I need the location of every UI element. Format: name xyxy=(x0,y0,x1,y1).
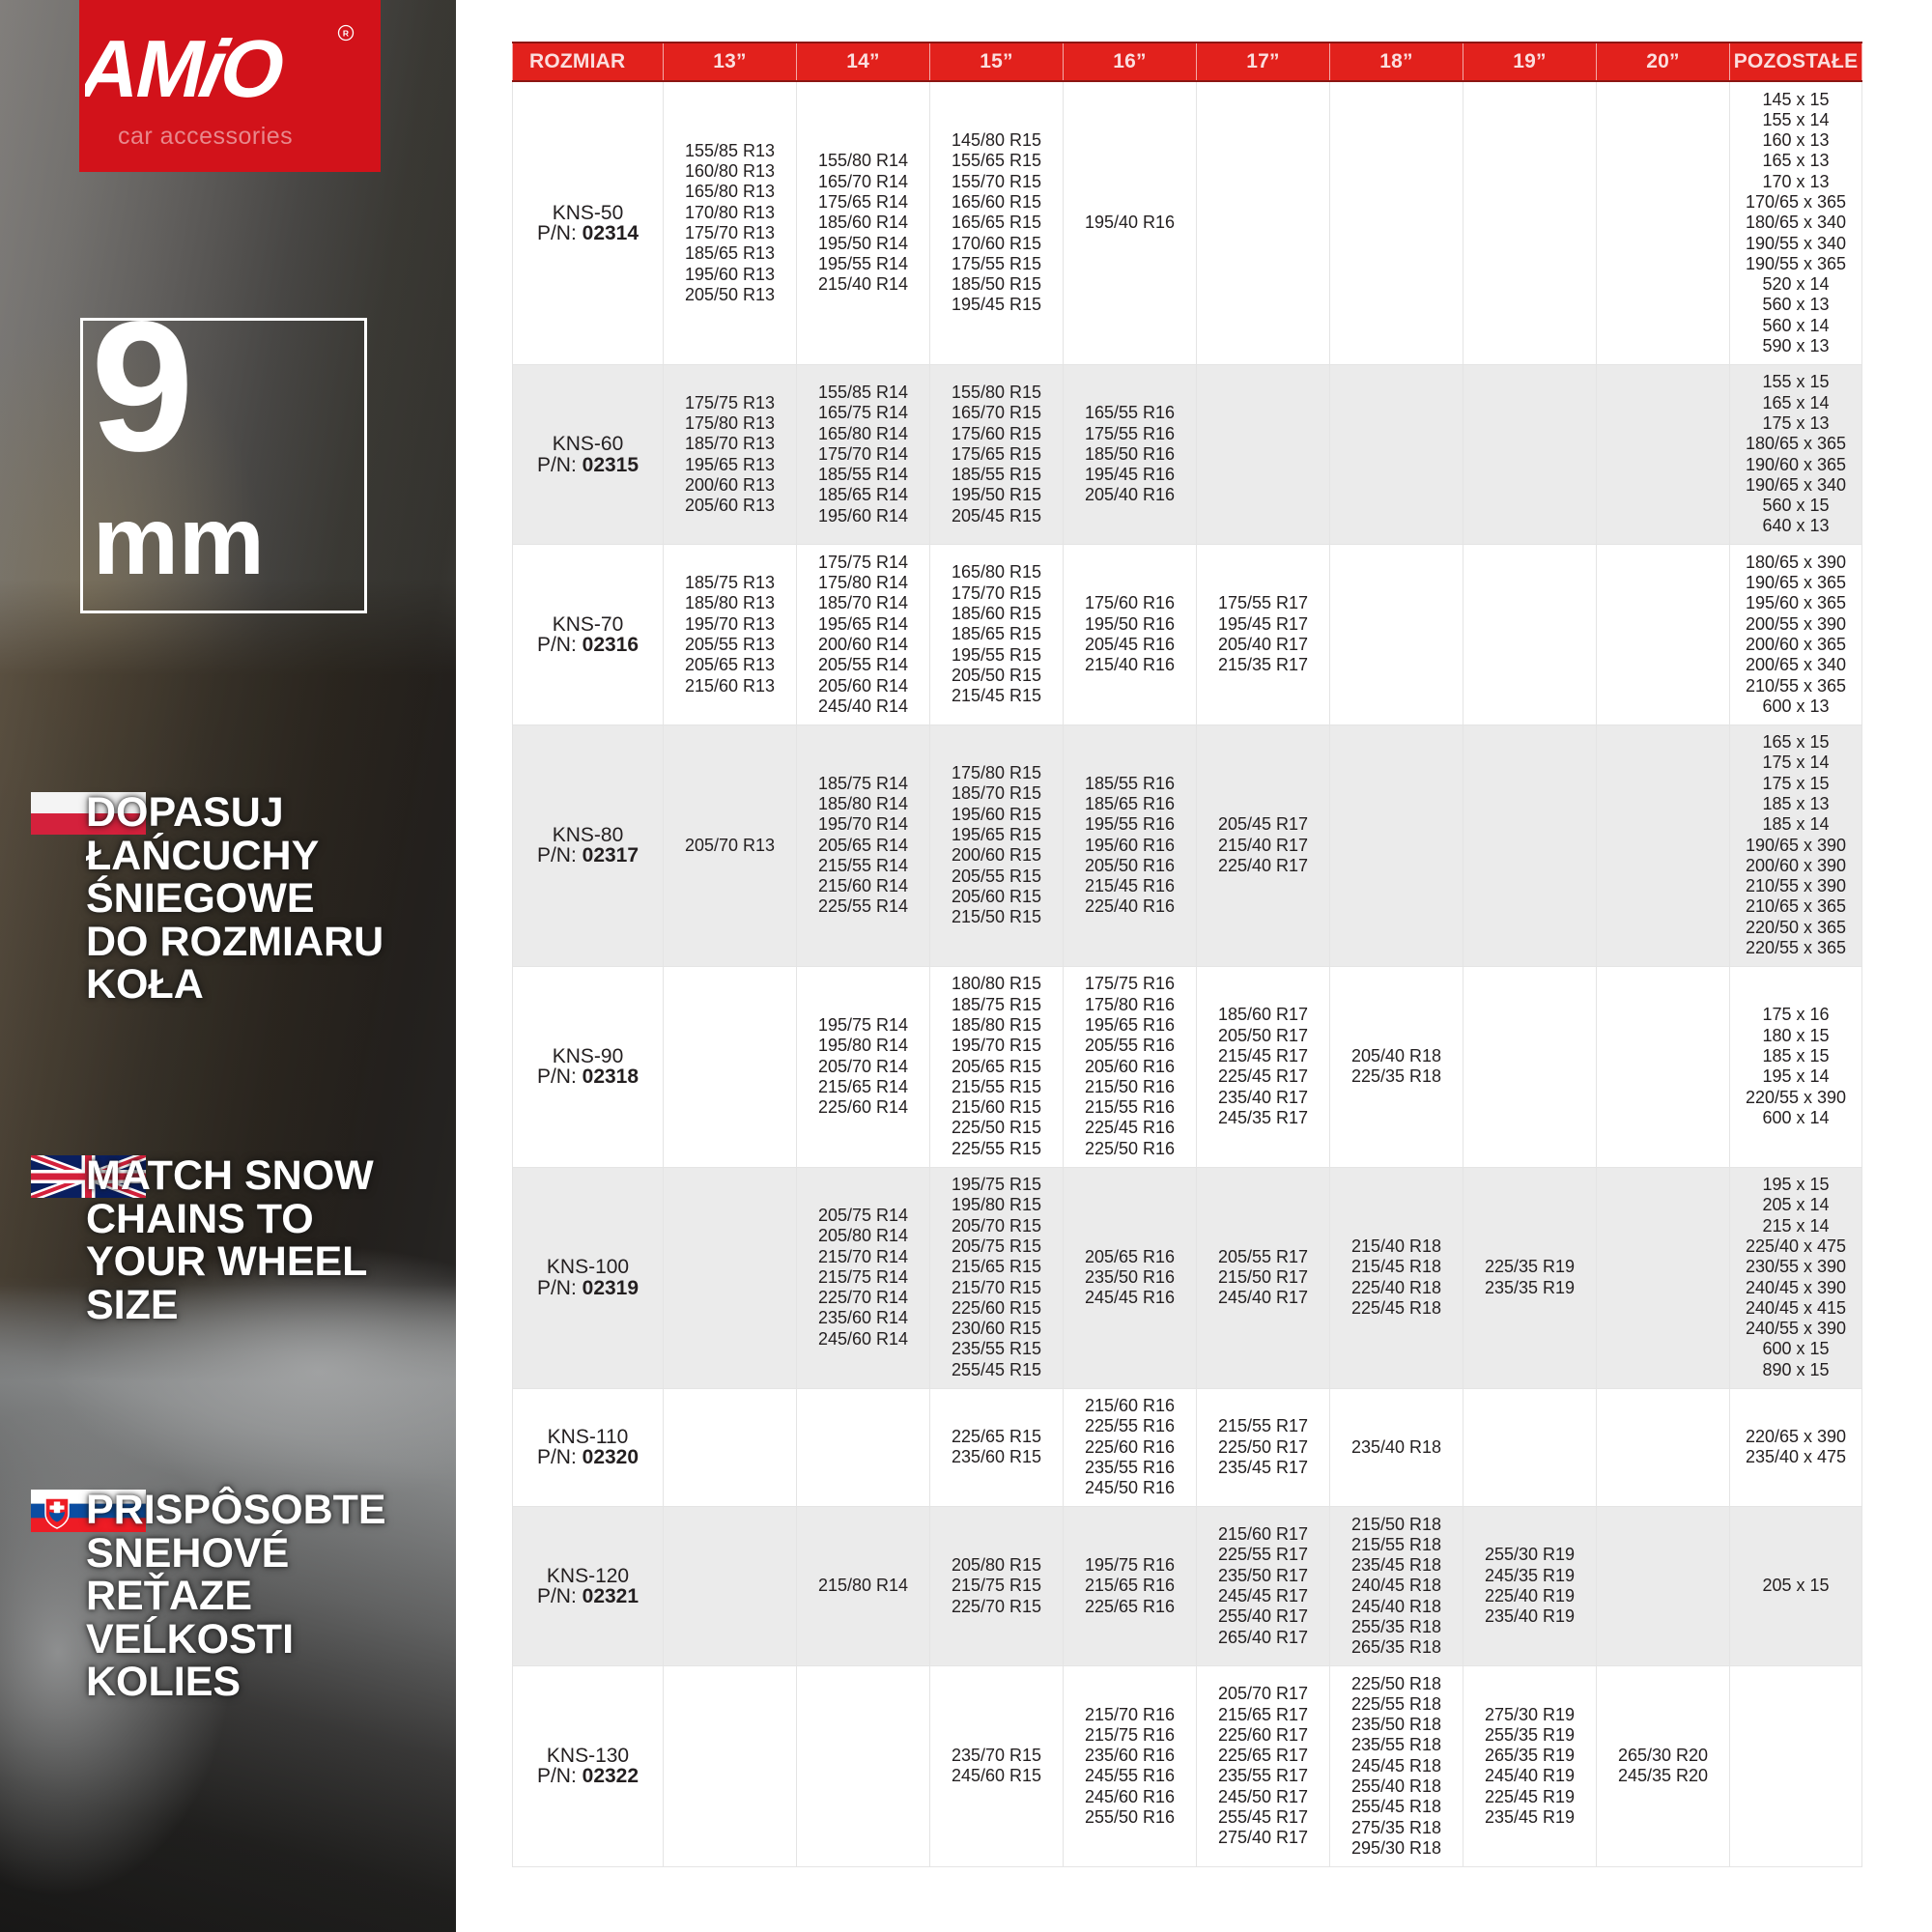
svg-text:AMiO: AMiO xyxy=(85,23,292,114)
svg-text:R: R xyxy=(343,29,349,39)
